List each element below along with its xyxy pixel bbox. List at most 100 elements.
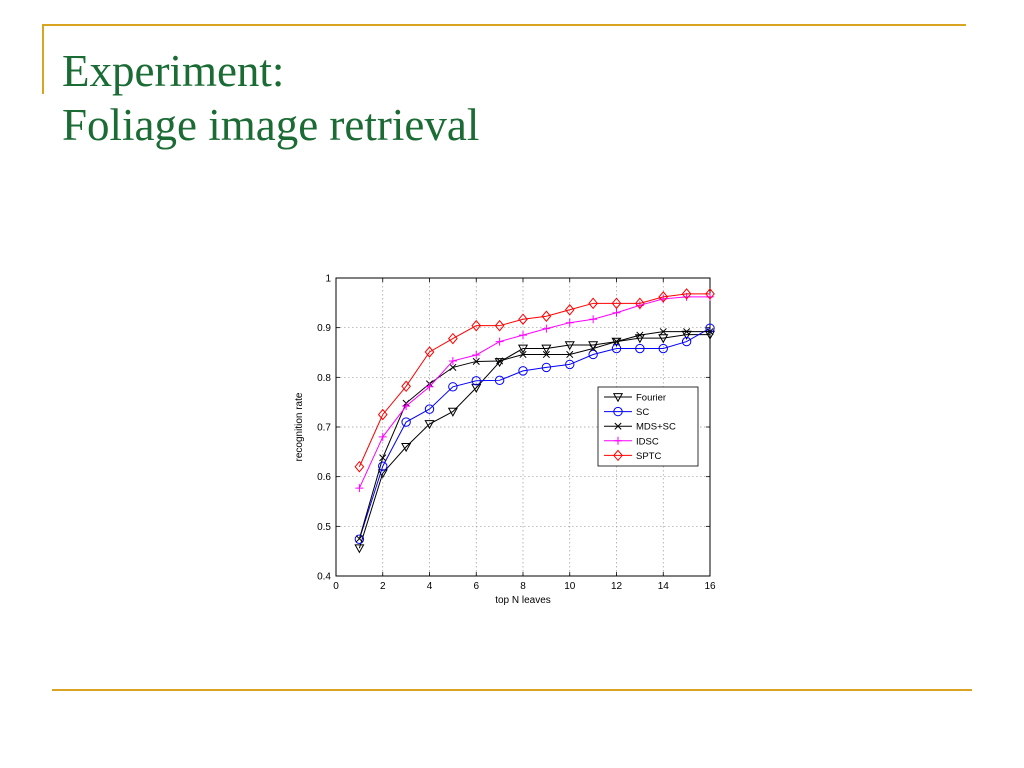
data-point [425, 382, 434, 391]
x-tick-label: 14 [658, 581, 670, 592]
legend-entry-idsc: IDSC [604, 436, 659, 447]
y-tick-label: 1 [325, 274, 331, 285]
data-point [589, 315, 598, 324]
data-point [636, 331, 644, 339]
data-point [378, 432, 387, 441]
data-point [401, 417, 411, 427]
data-point [612, 393, 624, 403]
data-point [471, 376, 481, 386]
legend-label: Fourier [636, 393, 666, 404]
x-axis-label: top N leaves [495, 595, 551, 606]
series-line [358, 293, 710, 467]
data-point [424, 346, 435, 358]
data-point [564, 341, 575, 351]
data-point [589, 344, 597, 353]
bottom-accent-rule [52, 689, 972, 691]
data-point [541, 362, 552, 373]
y-tick-label: 0.8 [317, 373, 331, 384]
data-point [401, 380, 411, 393]
data-point [611, 297, 622, 310]
legend-entry-sptc: SPTC [604, 449, 661, 462]
data-point [614, 422, 622, 430]
slide-title-line-2: Foliage image retrieval [62, 100, 480, 150]
data-point [565, 359, 575, 370]
data-point [566, 350, 574, 359]
data-point [614, 436, 622, 445]
data-point [658, 334, 669, 344]
data-point [494, 375, 505, 386]
data-point [355, 484, 364, 493]
data-point [447, 407, 458, 417]
data-point [448, 382, 458, 392]
x-tick-label: 10 [564, 581, 576, 592]
left-accent-rule [42, 24, 44, 94]
data-point [519, 331, 527, 340]
data-point [683, 328, 691, 336]
legend-label: MDS+SC [636, 422, 676, 433]
x-tick-label: 6 [473, 581, 479, 592]
data-point [471, 319, 482, 332]
top-accent-rule [42, 24, 966, 26]
series-line [358, 296, 710, 489]
data-point [706, 328, 714, 336]
y-tick-label: 0.6 [317, 472, 331, 483]
data-point [354, 460, 365, 473]
data-point [377, 408, 388, 421]
x-tick-label: 16 [704, 581, 716, 592]
data-point [424, 404, 435, 414]
x-tick-label: 12 [611, 581, 623, 592]
data-point [588, 349, 598, 360]
data-point [448, 356, 457, 365]
x-tick-label: 4 [427, 581, 433, 592]
data-point [635, 297, 645, 310]
data-point [472, 350, 481, 359]
data-point [541, 344, 552, 354]
data-point [448, 332, 458, 345]
data-point [613, 449, 623, 462]
data-point [611, 343, 622, 354]
x-tick-label: 2 [380, 581, 386, 592]
data-point [495, 337, 504, 346]
data-point [496, 357, 504, 365]
legend: Fourier SC MDS+SC IDSC SPTC [597, 386, 699, 467]
data-point [658, 343, 668, 354]
data-point [588, 341, 599, 351]
data-point [494, 319, 505, 332]
data-point [635, 343, 645, 354]
slide-title-line-1: Experiment: [62, 46, 285, 96]
legend-label: SC [636, 407, 649, 418]
legend-label: SPTC [636, 451, 661, 462]
series-line [358, 334, 710, 549]
slide-title: Experiment: Foliage image retrieval [62, 44, 479, 152]
data-point [519, 350, 527, 359]
y-tick-label: 0.9 [317, 323, 331, 334]
legend-entry-sc: SC [604, 406, 649, 418]
series-mds-sc [355, 328, 714, 543]
data-point [449, 363, 457, 371]
data-point [517, 344, 529, 354]
series-sptc [354, 288, 715, 473]
data-point [424, 420, 435, 430]
data-point [564, 304, 575, 316]
data-point [612, 308, 621, 317]
data-point [402, 402, 411, 411]
data-point [588, 297, 598, 310]
data-point [705, 288, 715, 300]
series-line [358, 327, 711, 540]
series-line [358, 331, 710, 539]
plot-frame [335, 277, 711, 577]
y-axis-label: recognition rate [294, 392, 305, 461]
data-point [542, 350, 550, 359]
data-point [613, 406, 623, 417]
data-point [354, 544, 365, 554]
data-point [541, 310, 552, 323]
series-sc [354, 323, 715, 544]
data-point [401, 443, 412, 453]
recognition-rate-chart: 0 2 4 6 8 10 12 14 16 0.4 0.5 0.6 0.7 0.8 0.9 1 top N le… [294, 274, 716, 607]
data-point [472, 357, 480, 365]
data-point [379, 454, 387, 462]
data-point [565, 318, 574, 327]
y-tick-label: 0.7 [317, 423, 331, 434]
legend-entry-fourier: Fourier [604, 393, 666, 404]
data-point [378, 461, 388, 471]
